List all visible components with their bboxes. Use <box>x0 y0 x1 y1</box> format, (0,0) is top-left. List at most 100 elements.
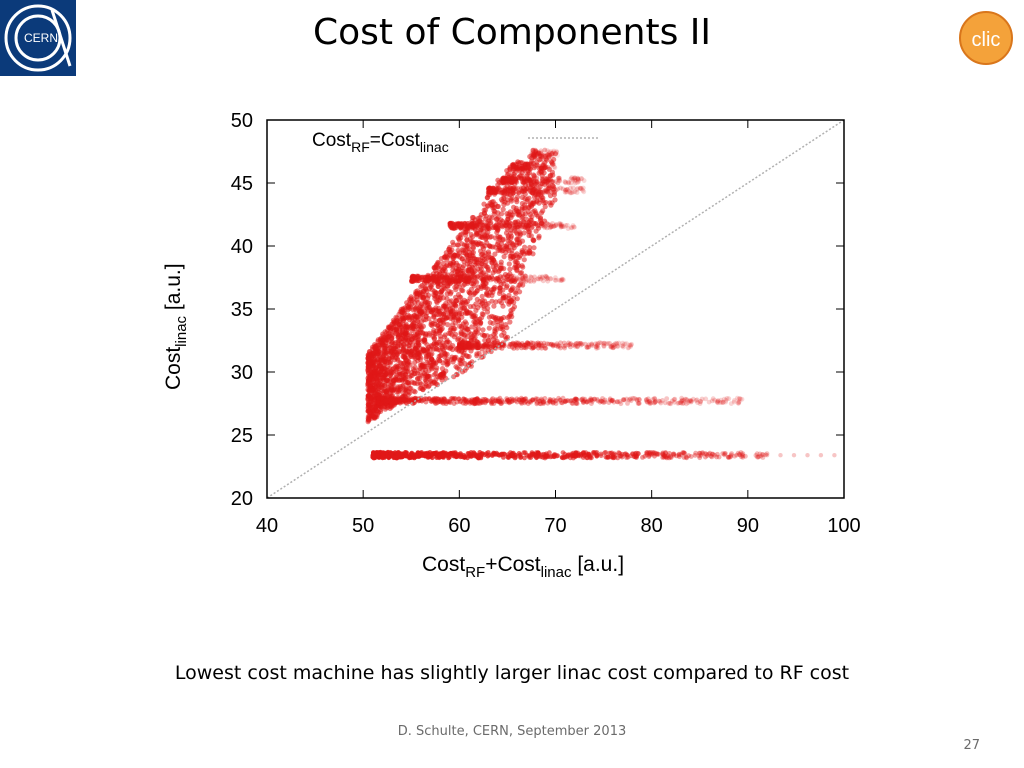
band-point <box>592 396 598 402</box>
scatter-point <box>549 169 555 175</box>
band-point <box>514 165 520 171</box>
scatter-point <box>431 358 437 365</box>
scatter-point <box>539 221 545 227</box>
band-point <box>580 398 586 404</box>
band-point <box>662 400 668 406</box>
band-point <box>601 344 607 349</box>
x-tick-label: 100 <box>827 515 860 537</box>
band-point <box>563 343 568 348</box>
scatter-point <box>531 238 537 244</box>
band-point <box>571 224 577 230</box>
scatter-point <box>453 279 459 285</box>
band-point <box>508 221 514 227</box>
band-point <box>522 162 528 168</box>
band-point <box>545 148 550 154</box>
scatter-point <box>513 242 519 248</box>
band-point <box>635 451 641 456</box>
scatter-point <box>500 218 506 224</box>
band-point <box>658 400 664 406</box>
band-point <box>474 396 480 401</box>
scatter-point <box>438 289 444 295</box>
band-point <box>664 396 670 401</box>
scatter-point <box>400 306 406 312</box>
band-point <box>456 224 462 229</box>
scatter-point <box>527 244 533 251</box>
band-point <box>544 220 550 226</box>
band-point <box>628 398 634 404</box>
band-point <box>700 451 705 456</box>
band-point <box>581 453 587 458</box>
band-point <box>442 275 448 281</box>
scatter-point <box>448 298 455 304</box>
band-point <box>466 275 472 280</box>
clic-logo: clic <box>959 11 1013 65</box>
band-point <box>610 397 616 403</box>
band-point <box>523 177 529 183</box>
x-axis-label: CostRF+Costlinac [a.u.] <box>422 553 624 581</box>
band-point <box>558 345 563 351</box>
scatter-point <box>367 362 373 369</box>
scatter-point <box>402 329 409 336</box>
band-point <box>764 451 770 456</box>
band-point <box>539 398 545 403</box>
band-point <box>699 396 705 402</box>
scatter-point <box>385 367 391 374</box>
band-point <box>544 176 550 182</box>
band-point <box>448 396 454 402</box>
band-tail-point <box>791 453 797 458</box>
band-point <box>628 396 633 402</box>
band-point <box>720 451 726 456</box>
band-point <box>610 345 616 351</box>
scatter-point <box>491 303 497 309</box>
band-point <box>570 342 576 348</box>
x-tick-label: 90 <box>737 515 759 537</box>
scatter-point <box>472 278 478 284</box>
band-point <box>536 341 542 347</box>
band-point <box>557 398 563 403</box>
band-point <box>514 399 520 405</box>
band-point <box>444 277 450 283</box>
band-point <box>575 176 581 182</box>
band-point <box>559 276 565 282</box>
band-point <box>545 178 551 184</box>
scatter-point <box>472 313 478 319</box>
band-point <box>679 398 685 404</box>
scatter-point <box>482 350 488 356</box>
scatter-point <box>517 229 523 235</box>
y-tick-label: 30 <box>231 362 253 384</box>
band-point <box>471 397 477 403</box>
band-point <box>511 277 517 283</box>
band-point <box>540 162 546 168</box>
band-point <box>557 175 562 181</box>
band-point <box>644 450 649 456</box>
band-point <box>586 342 592 348</box>
scatter-point <box>428 320 434 326</box>
scatter-point <box>454 365 460 371</box>
band-point <box>485 224 491 230</box>
scatter-point <box>487 214 493 220</box>
band-point <box>469 221 475 226</box>
band-point <box>535 345 541 351</box>
band-point <box>526 341 531 347</box>
band-point <box>754 454 760 460</box>
band-point <box>500 399 506 405</box>
band-point <box>430 398 436 403</box>
band-point <box>514 340 519 346</box>
scatter-point <box>415 299 421 305</box>
band-point <box>652 400 658 405</box>
band-point <box>568 180 574 186</box>
scatter-point <box>542 204 548 210</box>
scatter-point <box>462 278 468 284</box>
band-point <box>518 399 524 405</box>
y-tick-label: 20 <box>231 488 253 510</box>
band-point <box>485 398 490 403</box>
band-point <box>529 345 535 351</box>
scatter-point <box>492 284 498 290</box>
band-point <box>547 188 553 194</box>
scatter-point <box>473 307 479 314</box>
scatter-point <box>367 368 373 374</box>
band-point <box>554 149 560 155</box>
scatter-point <box>537 153 543 159</box>
band-point <box>581 399 586 405</box>
scatter-point <box>419 282 425 289</box>
